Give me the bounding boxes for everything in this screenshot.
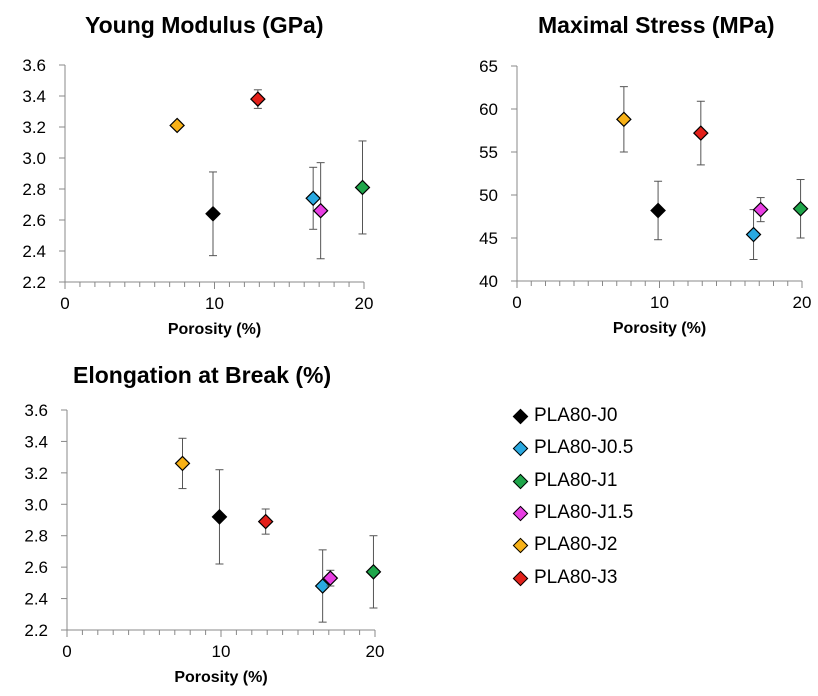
diamond-marker-icon bbox=[512, 537, 529, 554]
diamond-marker-icon bbox=[512, 570, 529, 586]
data-point-pla80-j3 bbox=[257, 513, 274, 530]
data-point-pla80-j0-5 bbox=[745, 226, 762, 243]
chart-title-young-modulus: Young Modulus (GPa) bbox=[85, 12, 324, 38]
legend-item-pla80-j2: PLA80-J2 bbox=[512, 529, 633, 561]
chart-1: 0 10 20 40 45 50 55 60 65 Porosity (%) bbox=[479, 57, 811, 337]
data-point-pla80-j1 bbox=[365, 564, 382, 580]
chart-2: 0 10 20 2.2 2.4 2.6 2.8 3.0 3.2 3.4 3.6 Porosity (%… bbox=[24, 401, 384, 686]
x-tick-label: 20 bbox=[355, 294, 374, 313]
data-point-pla80-j3 bbox=[250, 91, 266, 107]
data-point-pla80-j0 bbox=[650, 202, 666, 219]
y-tick-label: 2.6 bbox=[24, 558, 48, 577]
x-axis-label: Porosity (%) bbox=[613, 320, 706, 337]
data-point-pla80-j0 bbox=[211, 509, 228, 525]
legend-label: PLA80-J2 bbox=[534, 534, 618, 556]
x-tick-label: 0 bbox=[512, 293, 521, 312]
y-tick-label: 65 bbox=[479, 57, 498, 76]
x-axis-label: Porosity (%) bbox=[168, 321, 261, 338]
x-axis-label: Porosity (%) bbox=[174, 669, 267, 686]
y-tick-label: 60 bbox=[479, 100, 498, 119]
data-point-pla80-j1-5 bbox=[752, 201, 769, 218]
data-point-pla80-j2 bbox=[174, 455, 191, 472]
y-tick-label: 2.8 bbox=[24, 527, 48, 546]
y-tick-label: 2.2 bbox=[24, 621, 48, 640]
legend-item-pla80-j0-5: PLA80-J0.5 bbox=[512, 432, 633, 464]
data-point-pla80-j1-5 bbox=[322, 570, 339, 586]
x-tick-label: 20 bbox=[366, 642, 385, 661]
chart-title-maximal-stress: Maximal Stress (MPa) bbox=[538, 12, 775, 38]
y-tick-label: 3.4 bbox=[22, 87, 46, 106]
diamond-marker-icon bbox=[512, 473, 529, 490]
legend-label: PLA80-J1 bbox=[534, 469, 618, 491]
y-tick-label: 2.6 bbox=[22, 211, 46, 230]
y-tick-label: 2.8 bbox=[22, 180, 46, 199]
x-tick-label: 10 bbox=[205, 294, 224, 313]
diamond-marker-icon bbox=[512, 505, 529, 522]
legend-item-pla80-j0: PLA80-J0 bbox=[512, 400, 633, 432]
data-point-pla80-j3 bbox=[692, 125, 709, 141]
data-point-pla80-j0 bbox=[205, 205, 221, 222]
legend-item-pla80-j3: PLA80-J3 bbox=[512, 561, 633, 593]
y-tick-label: 3.0 bbox=[22, 149, 46, 168]
chart-0: 0 10 20 2.2 2.4 2.6 2.8 3.0 3.2 3.4 3.6 Porosity (%… bbox=[22, 56, 373, 338]
y-tick-label: 2.4 bbox=[24, 590, 48, 609]
y-tick-label: 3.2 bbox=[22, 118, 46, 137]
data-point-pla80-j2 bbox=[169, 117, 185, 134]
diamond-marker-icon bbox=[512, 408, 529, 425]
x-tick-label: 10 bbox=[212, 642, 231, 661]
y-tick-label: 3.6 bbox=[24, 401, 48, 420]
x-tick-label: 20 bbox=[793, 293, 812, 312]
y-tick-label: 50 bbox=[479, 186, 498, 205]
data-point-pla80-j1 bbox=[792, 200, 809, 217]
y-tick-label: 3.6 bbox=[22, 56, 46, 75]
x-tick-label: 10 bbox=[650, 293, 669, 312]
x-tick-label: 0 bbox=[60, 294, 69, 313]
y-tick-label: 2.4 bbox=[22, 242, 46, 261]
chart-title-elongation: Elongation at Break (%) bbox=[73, 362, 332, 388]
y-tick-label: 2.2 bbox=[22, 273, 46, 292]
y-tick-label: 45 bbox=[479, 229, 498, 248]
data-point-pla80-j1-5 bbox=[312, 202, 329, 219]
y-tick-label: 55 bbox=[479, 143, 498, 162]
data-point-pla80-j0-5 bbox=[314, 578, 331, 594]
x-tick-label: 0 bbox=[62, 642, 71, 661]
y-tick-label: 3.2 bbox=[24, 464, 48, 483]
legend: PLA80-J0 PLA80-J0.5 PLA80-J1 PLA80-J1.5 … bbox=[512, 400, 633, 594]
legend-label: PLA80-J3 bbox=[534, 566, 618, 588]
legend-label: PLA80-J0.5 bbox=[534, 437, 634, 459]
data-point-pla80-j1 bbox=[354, 179, 371, 196]
data-point-pla80-j0-5 bbox=[305, 190, 322, 207]
y-tick-label: 3.4 bbox=[24, 432, 48, 451]
diamond-marker-icon bbox=[512, 440, 529, 457]
legend-item-pla80-j1: PLA80-J1 bbox=[512, 465, 633, 497]
legend-label: PLA80-J1.5 bbox=[534, 502, 634, 524]
legend-label: PLA80-J0 bbox=[534, 405, 618, 427]
y-tick-label: 3.0 bbox=[24, 495, 48, 514]
data-point-pla80-j2 bbox=[616, 111, 632, 128]
legend-item-pla80-j1-5: PLA80-J1.5 bbox=[512, 497, 633, 529]
y-tick-label: 40 bbox=[479, 272, 498, 291]
